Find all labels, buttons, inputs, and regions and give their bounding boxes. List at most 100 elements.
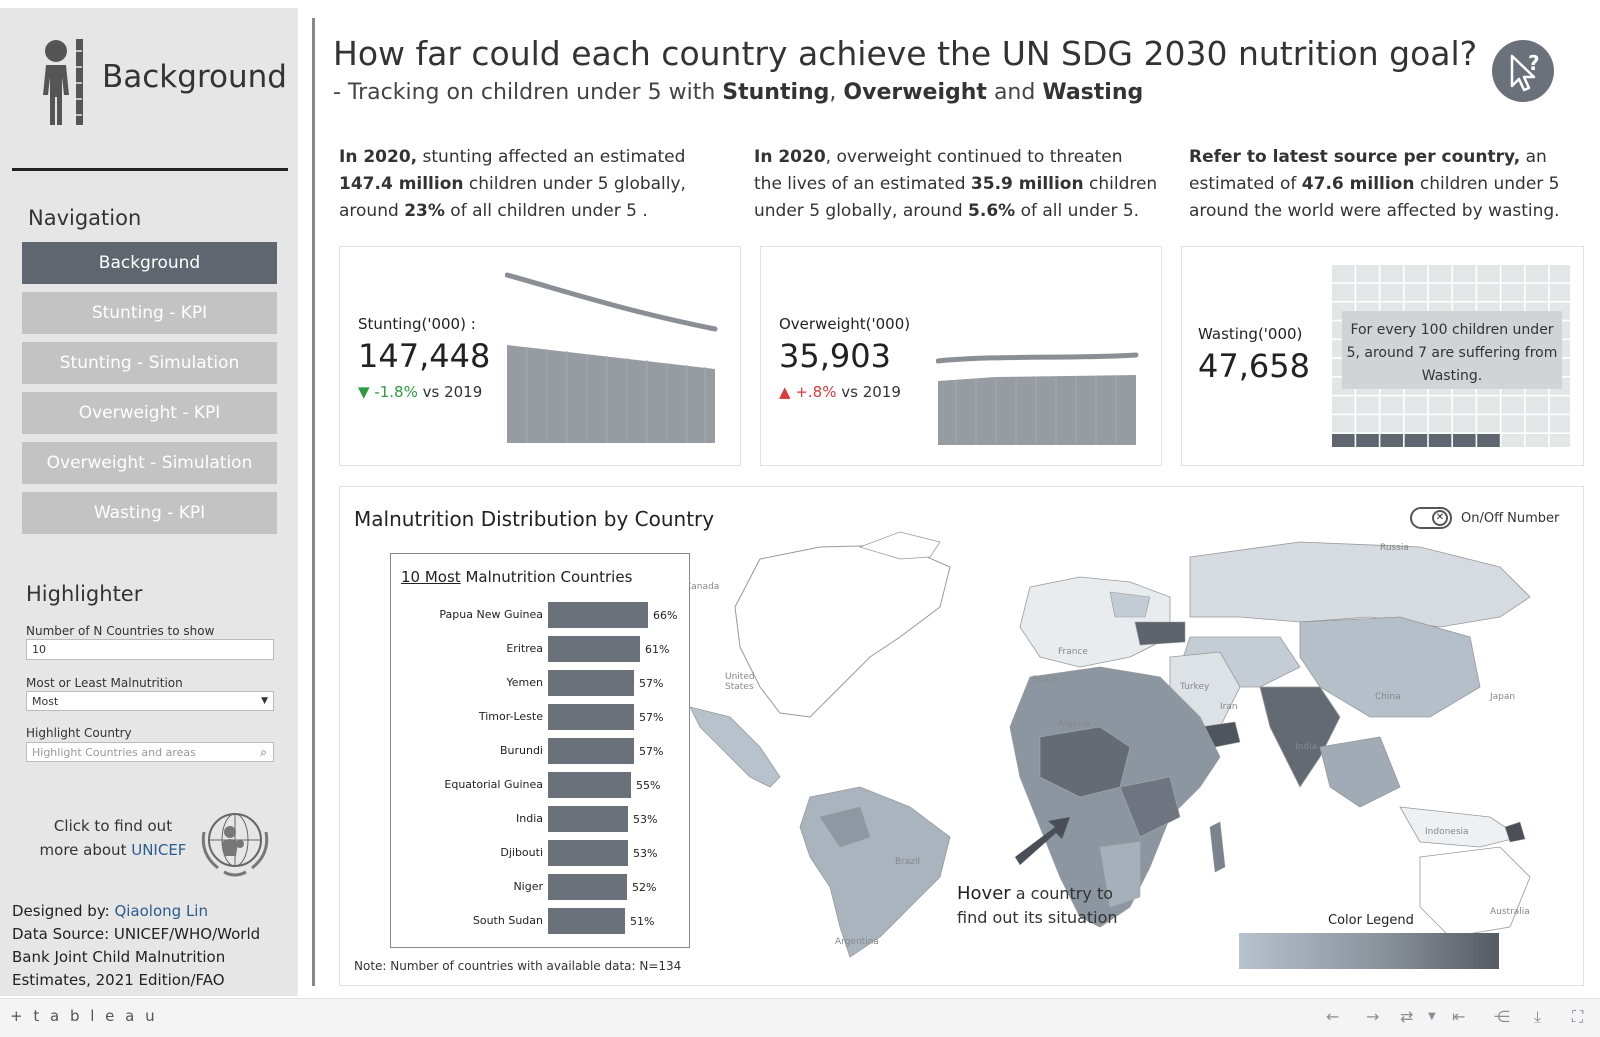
- waffle-cell: [1501, 283, 1524, 301]
- up-arrow-icon: ▲: [779, 383, 791, 401]
- china-shape: [1299, 616, 1481, 718]
- bar[interactable]: [548, 602, 648, 628]
- unicef-link[interactable]: UNICEF: [131, 841, 187, 859]
- top-ten-title-underlined: 10 Most: [401, 568, 461, 586]
- bar[interactable]: [548, 806, 628, 832]
- bar-country-name: Timor-Leste: [478, 710, 543, 723]
- replay-icon[interactable]: ⇄: [1400, 1007, 1414, 1026]
- hover-instruction: Hover a country to find out its situatio…: [957, 882, 1118, 930]
- waffle-cell: [1525, 283, 1549, 301]
- n-countries-label: Number of N Countries to show: [26, 624, 215, 638]
- nav-stunting-simulation-button[interactable]: Stunting - Simulation: [22, 342, 277, 384]
- nav-overweight-simulation-button[interactable]: Overweight - Simulation: [22, 442, 277, 484]
- overweight-delta-value: +.8%: [795, 383, 837, 401]
- stunting-kpi-card[interactable]: Stunting('000) : 147,448 ▼ -1.8% vs 2019: [339, 246, 741, 466]
- bar-row[interactable]: Equatorial Guinea 55%: [391, 772, 691, 798]
- bar-row[interactable]: Timor-Leste 57%: [391, 704, 691, 730]
- bar-value-label: 61%: [645, 643, 670, 656]
- overweight-kpi-card[interactable]: Overweight('000) 35,903 ▲ +.8% vs 2019: [760, 246, 1162, 466]
- bar-row[interactable]: Papua New Guinea 66%: [391, 602, 691, 628]
- overweight-text-5: of all under 5.: [1015, 201, 1140, 221]
- nav-overweight-kpi-button[interactable]: Overweight - KPI: [22, 392, 277, 434]
- overweight-summary: In 2020, overweight continued to threate…: [754, 144, 1157, 225]
- india-shape: [1259, 686, 1341, 788]
- designer-link[interactable]: Qiaolong Lin: [114, 902, 208, 920]
- bar[interactable]: [548, 738, 634, 764]
- bar-row[interactable]: Burundi 57%: [391, 738, 691, 764]
- stunting-text-4: of all children under 5 .: [444, 201, 648, 221]
- bar-row[interactable]: India 53%: [391, 806, 691, 832]
- wasting-kpi-card[interactable]: Wasting('000) 47,658 For every 100 child…: [1181, 246, 1584, 466]
- bar-row[interactable]: Yemen 57%: [391, 670, 691, 696]
- wasting-source: Refer to latest source per country,: [1189, 147, 1521, 167]
- waffle-cell: [1501, 433, 1524, 447]
- stunting-kpi-label: Stunting('000) :: [358, 315, 476, 333]
- wasting-text-4: around the world were affected by wastin…: [1189, 201, 1560, 221]
- waffle-cell: [1404, 265, 1428, 283]
- download-icon[interactable]: ⤓: [1534, 1007, 1542, 1026]
- waffle-cell: [1525, 415, 1549, 433]
- australia-shape: [1419, 846, 1531, 938]
- bar-row[interactable]: Niger 52%: [391, 874, 691, 900]
- unicef-logo-icon[interactable]: [194, 802, 276, 884]
- bar[interactable]: [548, 874, 627, 900]
- overweight-year: In 2020: [754, 147, 826, 167]
- n-countries-input[interactable]: 10: [26, 639, 274, 660]
- waffle-cell: [1501, 265, 1524, 283]
- replay-dropdown-icon[interactable]: ▼: [1428, 1011, 1436, 1022]
- stunting-text-1: stunting affected an estimated: [417, 147, 686, 167]
- waffle-cell: [1380, 415, 1403, 433]
- map-label-spain: Spain: [1032, 675, 1058, 685]
- bar-row[interactable]: Djibouti 53%: [391, 840, 691, 866]
- north-america-shape: [734, 544, 951, 718]
- waffle-cell: [1332, 433, 1355, 447]
- undo-icon[interactable]: ←: [1326, 1007, 1340, 1026]
- highlight-country-input[interactable]: Highlight Countries and areas ⌕: [26, 742, 274, 762]
- fullscreen-icon[interactable]: ⛶: [1572, 1007, 1584, 1026]
- overweight-million: 35.9 million: [970, 174, 1084, 194]
- overweight-trend-sparkline: [936, 352, 1139, 445]
- number-toggle-label: On/Off Number: [1461, 511, 1560, 526]
- wasting-summary: Refer to latest source per country, an e…: [1189, 144, 1560, 225]
- bar-value-label: 55%: [636, 779, 661, 792]
- bar[interactable]: [548, 772, 631, 798]
- nav-background-button[interactable]: Background: [22, 242, 277, 284]
- wasting-note: For every 100 children under 5, around 7…: [1342, 311, 1562, 389]
- bar[interactable]: [548, 670, 634, 696]
- bar[interactable]: [548, 908, 625, 934]
- most-least-select[interactable]: Most ▼: [26, 691, 274, 711]
- waffle-cell: [1404, 415, 1428, 433]
- sidebar-title: Background: [102, 59, 287, 95]
- nav-stunting-kpi-button[interactable]: Stunting - KPI: [22, 292, 277, 334]
- bar-country-name: Equatorial Guinea: [444, 778, 543, 791]
- help-button[interactable]: ?: [1492, 40, 1554, 102]
- number-toggle-switch[interactable]: ✕: [1410, 507, 1452, 529]
- bar[interactable]: [548, 704, 634, 730]
- map-panel: Malnutrition Distribution by Country ✕ O…: [339, 486, 1584, 986]
- waffle-cell: [1453, 433, 1476, 447]
- most-least-label: Most or Least Malnutrition: [26, 676, 183, 690]
- subtitle-comma: ,: [829, 80, 844, 105]
- nav-wasting-kpi-button[interactable]: Wasting - KPI: [22, 492, 277, 534]
- map-title: Malnutrition Distribution by Country: [354, 507, 715, 531]
- unicef-text-line1: Click to find out: [53, 817, 173, 835]
- bar[interactable]: [548, 840, 628, 866]
- unicef-prompt[interactable]: Click to find out more about UNICEF: [38, 814, 188, 862]
- waffle-cell: [1332, 415, 1355, 433]
- bar[interactable]: [548, 636, 640, 662]
- overweight-delta-vs: vs 2019: [836, 383, 901, 401]
- sidebar-divider: [12, 168, 288, 171]
- redo-icon[interactable]: →: [1366, 1007, 1380, 1026]
- revert-icon[interactable]: ⇤: [1452, 1007, 1466, 1026]
- subtitle-stunting: Stunting: [722, 80, 830, 105]
- bar-row[interactable]: Eritrea 61%: [391, 636, 691, 662]
- share-icon[interactable]: ⋲: [1494, 1007, 1510, 1026]
- tableau-logo[interactable]: + t a b l e a u: [10, 1007, 158, 1025]
- highlighter-title: Highlighter: [26, 582, 143, 606]
- world-map[interactable]: [340, 487, 1585, 987]
- hover-word: Hover: [957, 883, 1011, 904]
- stunting-pct: 23%: [404, 201, 445, 221]
- unicef-text-line2: more about: [39, 841, 127, 859]
- top-ten-panel: 10 Most Malnutrition Countries Papua New…: [390, 553, 690, 948]
- bar-row[interactable]: South Sudan 51%: [391, 908, 691, 934]
